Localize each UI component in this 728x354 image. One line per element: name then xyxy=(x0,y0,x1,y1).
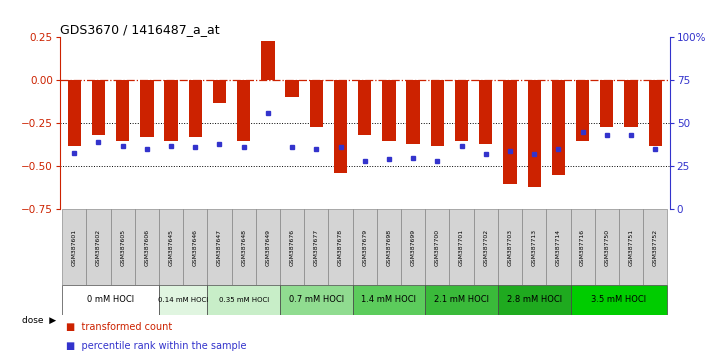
Text: GSM387701: GSM387701 xyxy=(459,229,464,266)
FancyBboxPatch shape xyxy=(328,210,352,285)
Bar xyxy=(141,80,154,137)
FancyBboxPatch shape xyxy=(280,285,352,315)
Text: 0.14 mM HOCl: 0.14 mM HOCl xyxy=(158,297,208,303)
Text: GSM387750: GSM387750 xyxy=(604,229,609,266)
FancyBboxPatch shape xyxy=(87,210,111,285)
Bar xyxy=(382,80,395,141)
Bar xyxy=(503,80,517,184)
Text: GSM387677: GSM387677 xyxy=(314,229,319,266)
Text: GSM387605: GSM387605 xyxy=(120,229,125,266)
Text: GSM387703: GSM387703 xyxy=(507,229,513,266)
FancyBboxPatch shape xyxy=(498,210,522,285)
Text: GSM387645: GSM387645 xyxy=(169,229,173,266)
Bar xyxy=(309,80,323,127)
Text: GSM387649: GSM387649 xyxy=(266,229,270,266)
Text: GSM387676: GSM387676 xyxy=(290,229,295,266)
FancyBboxPatch shape xyxy=(62,210,87,285)
FancyBboxPatch shape xyxy=(595,210,619,285)
Bar xyxy=(213,80,226,103)
FancyBboxPatch shape xyxy=(352,210,377,285)
FancyBboxPatch shape xyxy=(304,210,328,285)
Text: GSM387646: GSM387646 xyxy=(193,229,198,266)
FancyBboxPatch shape xyxy=(62,285,159,315)
FancyBboxPatch shape xyxy=(619,210,643,285)
Text: GSM387699: GSM387699 xyxy=(411,229,416,266)
Bar xyxy=(237,80,250,141)
Bar xyxy=(261,41,274,80)
Text: 0.7 mM HOCl: 0.7 mM HOCl xyxy=(289,295,344,304)
Bar xyxy=(431,80,444,146)
Bar xyxy=(92,80,105,135)
Bar xyxy=(334,80,347,173)
Text: GSM387601: GSM387601 xyxy=(72,229,76,266)
FancyBboxPatch shape xyxy=(401,210,425,285)
FancyBboxPatch shape xyxy=(474,210,498,285)
FancyBboxPatch shape xyxy=(135,210,159,285)
FancyBboxPatch shape xyxy=(352,285,425,315)
Text: dose  ▶: dose ▶ xyxy=(22,316,56,325)
FancyBboxPatch shape xyxy=(207,285,280,315)
FancyBboxPatch shape xyxy=(256,210,280,285)
FancyBboxPatch shape xyxy=(425,285,498,315)
Bar xyxy=(68,80,81,146)
Bar xyxy=(649,80,662,146)
Bar xyxy=(576,80,589,141)
FancyBboxPatch shape xyxy=(377,210,401,285)
Bar xyxy=(358,80,371,135)
FancyBboxPatch shape xyxy=(280,210,304,285)
FancyBboxPatch shape xyxy=(571,210,595,285)
Text: GSM387678: GSM387678 xyxy=(338,229,343,266)
Text: GSM387602: GSM387602 xyxy=(96,229,101,266)
Bar xyxy=(455,80,468,141)
Text: 2.1 mM HOCl: 2.1 mM HOCl xyxy=(434,295,489,304)
Text: GSM387679: GSM387679 xyxy=(363,229,367,266)
Text: GSM387751: GSM387751 xyxy=(628,229,633,266)
FancyBboxPatch shape xyxy=(425,210,449,285)
Text: GDS3670 / 1416487_a_at: GDS3670 / 1416487_a_at xyxy=(60,23,219,36)
Text: 0.35 mM HOCl: 0.35 mM HOCl xyxy=(218,297,269,303)
Bar xyxy=(406,80,420,144)
FancyBboxPatch shape xyxy=(159,210,183,285)
Text: GSM387698: GSM387698 xyxy=(387,229,392,266)
Text: 2.8 mM HOCl: 2.8 mM HOCl xyxy=(507,295,562,304)
Bar xyxy=(625,80,638,127)
FancyBboxPatch shape xyxy=(449,210,474,285)
Text: GSM387702: GSM387702 xyxy=(483,229,488,266)
Text: GSM387700: GSM387700 xyxy=(435,229,440,266)
Text: GSM387648: GSM387648 xyxy=(241,229,246,266)
Text: GSM387606: GSM387606 xyxy=(144,229,149,266)
FancyBboxPatch shape xyxy=(111,210,135,285)
FancyBboxPatch shape xyxy=(546,210,571,285)
FancyBboxPatch shape xyxy=(159,285,207,315)
Text: GSM387713: GSM387713 xyxy=(531,229,537,266)
Text: 3.5 mM HOCl: 3.5 mM HOCl xyxy=(591,295,646,304)
FancyBboxPatch shape xyxy=(522,210,546,285)
Bar xyxy=(165,80,178,141)
Bar xyxy=(479,80,492,144)
FancyBboxPatch shape xyxy=(571,285,668,315)
Bar xyxy=(189,80,202,137)
Text: GSM387752: GSM387752 xyxy=(653,229,657,266)
Bar xyxy=(285,80,298,97)
FancyBboxPatch shape xyxy=(183,210,207,285)
Bar xyxy=(528,80,541,187)
Text: GSM387647: GSM387647 xyxy=(217,229,222,266)
FancyBboxPatch shape xyxy=(232,210,256,285)
Text: ■  percentile rank within the sample: ■ percentile rank within the sample xyxy=(66,341,246,351)
Text: ■  transformed count: ■ transformed count xyxy=(66,322,172,332)
FancyBboxPatch shape xyxy=(498,285,571,315)
Text: GSM387716: GSM387716 xyxy=(580,229,585,266)
FancyBboxPatch shape xyxy=(643,210,668,285)
Bar xyxy=(600,80,614,127)
Bar xyxy=(552,80,565,175)
Bar xyxy=(116,80,130,141)
FancyBboxPatch shape xyxy=(207,210,232,285)
Text: 0 mM HOCl: 0 mM HOCl xyxy=(87,295,134,304)
Text: 1.4 mM HOCl: 1.4 mM HOCl xyxy=(361,295,416,304)
Text: GSM387714: GSM387714 xyxy=(556,229,561,266)
